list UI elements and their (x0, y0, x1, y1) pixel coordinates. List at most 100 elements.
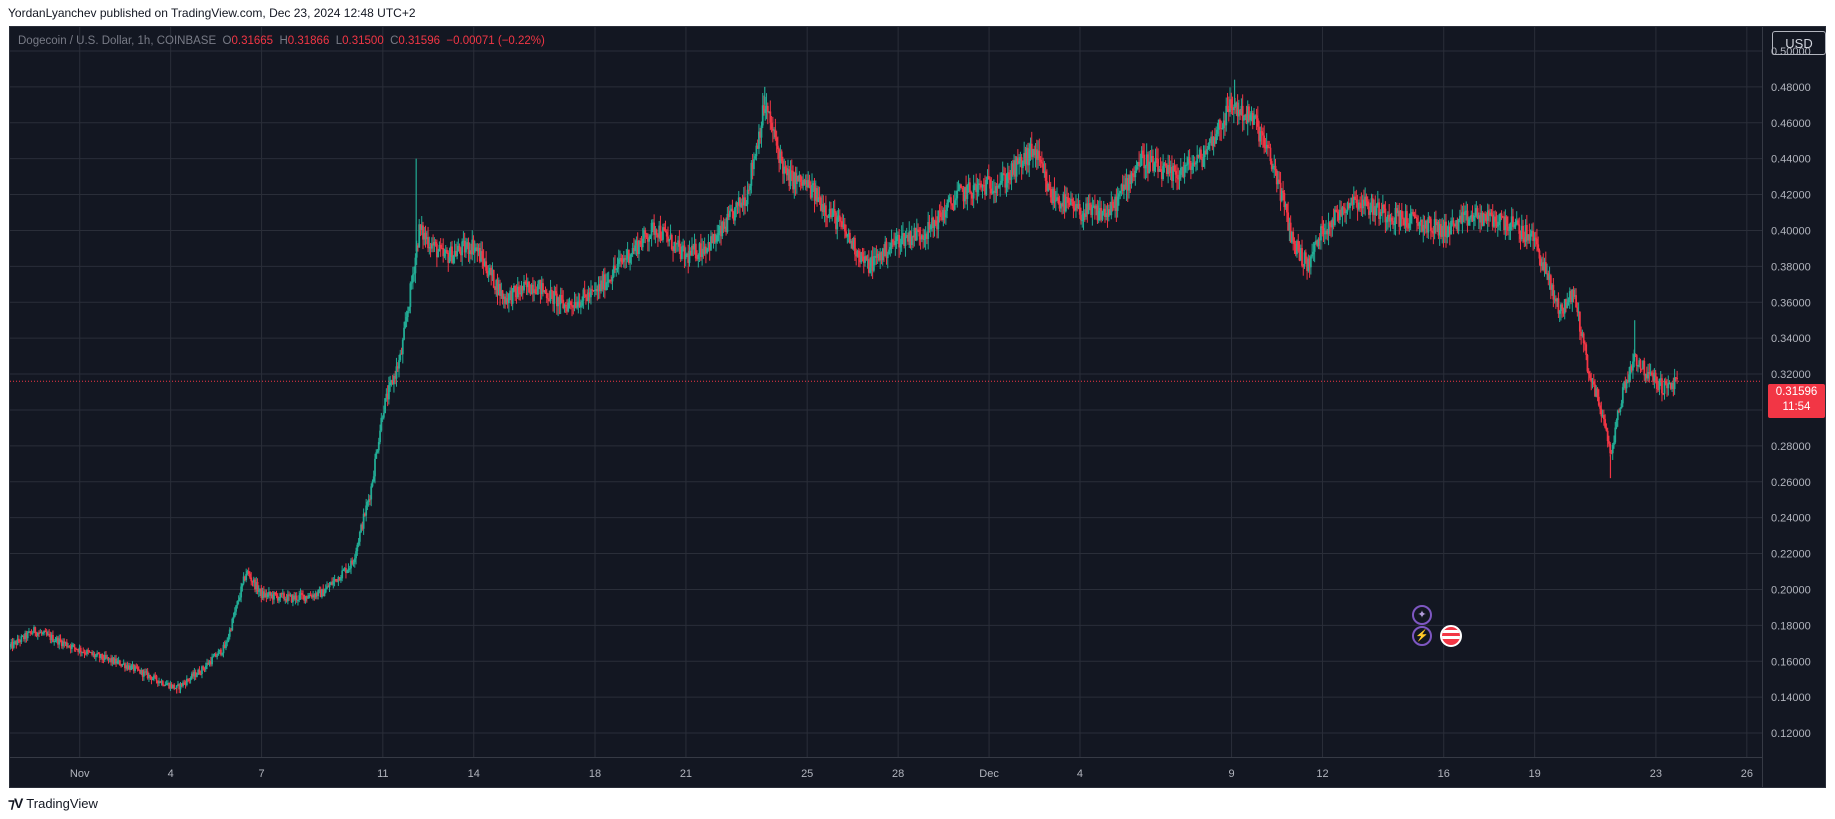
candle-body (1274, 165, 1277, 171)
candle-body (1046, 180, 1048, 191)
candle-body (1580, 331, 1583, 336)
candle-body (1600, 408, 1603, 417)
candle-body (355, 551, 357, 559)
candle-body (1296, 240, 1298, 255)
currency-button[interactable]: USD (1772, 31, 1826, 55)
candle-body (199, 673, 202, 675)
lightning-icon[interactable]: ⚡ (1412, 626, 1432, 646)
candle-body (1557, 298, 1560, 314)
candle-body (797, 175, 799, 182)
candle-body (135, 666, 138, 668)
candle-body (1407, 227, 1410, 229)
sparkle-icon[interactable]: ✦ (1412, 605, 1432, 625)
candle-body (1219, 119, 1221, 129)
candle-body (1673, 377, 1676, 390)
low-label: L (335, 35, 343, 47)
us-flag-icon[interactable] (1440, 625, 1462, 647)
candle-body (151, 678, 154, 681)
candle-body (543, 290, 546, 292)
candle-body (353, 558, 356, 563)
candle-body (1389, 217, 1392, 222)
candle-body (242, 576, 245, 584)
symbol-name[interactable]: Dogecoin / U.S. Dollar, 1h, COINBASE (18, 35, 217, 47)
candle-body (286, 594, 289, 602)
candle-body (1025, 147, 1028, 165)
candle-body (720, 225, 722, 237)
candle-body (529, 292, 532, 295)
candle-body (1136, 162, 1139, 167)
candle-body (730, 208, 733, 211)
candle-body (1530, 230, 1533, 234)
candle-body (1116, 196, 1119, 211)
candle-body (438, 244, 441, 252)
candle-body (1059, 203, 1062, 209)
candle-body (519, 293, 522, 295)
candle-body (1594, 384, 1596, 397)
candle-body (1361, 199, 1364, 209)
candle-body (1501, 216, 1504, 218)
candle-body (337, 577, 340, 582)
candle-body (900, 235, 903, 245)
candle-body (915, 229, 918, 241)
y-tick-label: 0.48000 (1771, 82, 1811, 94)
candle-body (45, 631, 48, 635)
candle-body (947, 199, 950, 203)
candle-body (1400, 210, 1403, 218)
chart-panel[interactable]: Dogecoin / U.S. Dollar, 1h, COINBASE O0.… (9, 26, 1826, 788)
candle-body (1342, 207, 1345, 209)
candle-body (814, 188, 817, 201)
candle-body (83, 652, 86, 654)
candle-body (1001, 173, 1004, 181)
brand-footer[interactable]: ⁊V TradingView (8, 795, 98, 812)
candle-body (1561, 304, 1564, 309)
candle-body (1527, 234, 1529, 241)
candle-body (794, 172, 797, 185)
candle-body (970, 192, 973, 194)
candle-body (941, 216, 943, 221)
candle-body (24, 632, 27, 640)
candle-body (117, 660, 120, 662)
candle-body (288, 594, 291, 596)
candle-body (799, 174, 802, 182)
candle-body (936, 224, 938, 230)
x-tick-label: 12 (1316, 768, 1328, 780)
candle-body (362, 513, 365, 529)
candle-body (568, 301, 571, 303)
candle-body (691, 245, 693, 256)
candle-body (435, 243, 438, 258)
candle-body (1159, 169, 1162, 172)
candle-body (1506, 226, 1509, 231)
high-label: H (279, 35, 288, 47)
candle-body (115, 658, 117, 664)
candle-body (251, 581, 254, 583)
candle-body (299, 593, 302, 596)
candle-body (1621, 387, 1624, 404)
candle-body (126, 665, 129, 669)
candle-body (65, 642, 68, 647)
price-chart[interactable] (10, 27, 1762, 757)
candle-body (264, 593, 267, 598)
candle-body (1477, 215, 1480, 219)
candle-body (812, 183, 815, 186)
candle-body (367, 499, 370, 502)
candle-body (563, 304, 566, 309)
candle-body (1672, 383, 1675, 390)
candle-body (29, 631, 32, 633)
candle-body (752, 159, 755, 170)
candle-body (1225, 105, 1228, 126)
candle-body (699, 243, 702, 257)
candle-body (534, 289, 537, 294)
candle-body (150, 676, 153, 681)
candle-body (212, 656, 215, 658)
candle-body (1366, 201, 1369, 207)
candle-body (620, 258, 623, 262)
candle-body (1355, 199, 1358, 204)
time-axis[interactable]: Nov 4 7 11 14 18 21 25 28 Dec 4 9 12 16 19 23 26 (10, 757, 1762, 788)
candle-body (1457, 218, 1460, 231)
candle-body (1661, 378, 1663, 394)
candle-body (646, 237, 649, 242)
candle-body (1037, 150, 1039, 160)
candle-body (413, 273, 416, 275)
candle-body (627, 249, 630, 263)
candle-body (904, 236, 907, 246)
